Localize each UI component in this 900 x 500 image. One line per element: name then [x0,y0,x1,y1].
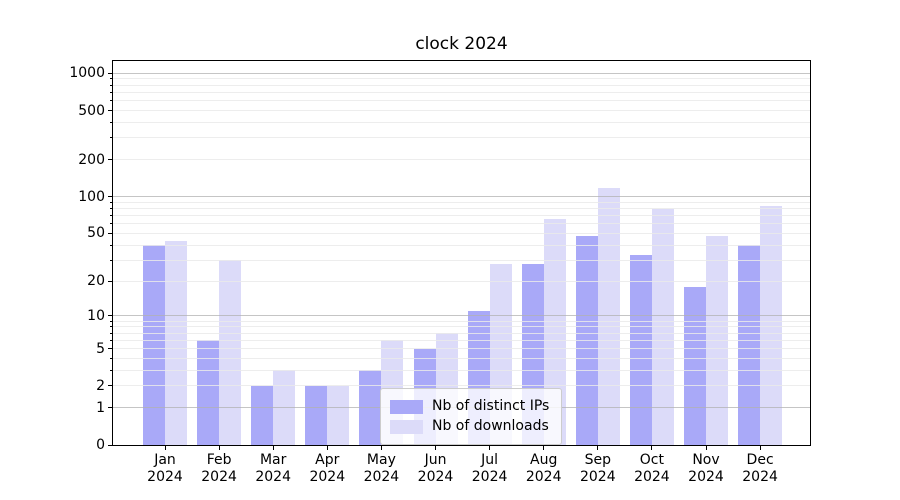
x-tick-mark [219,446,220,450]
minor-gridline [113,245,810,246]
minor-gridline [113,260,810,261]
y-tick-mark [108,445,113,446]
y-minor-tick-mark [110,370,113,371]
y-tick-label: 20 [35,272,105,290]
x-tick-mark [597,446,598,450]
y-minor-tick-mark [110,92,113,93]
x-tick-mark [165,446,166,450]
minor-gridline [113,92,810,93]
minor-gridline [113,233,810,234]
y-tick-label: 5 [35,340,105,358]
minor-gridline [113,370,810,371]
minor-gridline [113,110,810,111]
minor-gridline [113,385,810,386]
y-tick-label: 2 [35,377,105,395]
minor-gridline [113,281,810,282]
minor-gridline [113,100,810,101]
minor-gridline [113,122,810,123]
y-minor-tick-mark [110,245,113,246]
y-minor-tick-mark [110,215,113,216]
y-tick-mark [108,348,113,349]
legend-swatch-distinct-ips [390,400,423,414]
y-minor-tick-mark [110,202,113,203]
y-minor-tick-mark [110,326,113,327]
minor-gridline [113,321,810,322]
chart-figure: clock 2024 Nb of distinct IPs Nb of down… [0,0,900,500]
minor-gridline [113,208,810,209]
minor-gridline [113,202,810,203]
y-minor-tick-mark [110,321,113,322]
y-minor-tick-mark [110,223,113,224]
chart-title: clock 2024 [113,34,810,54]
y-tick-mark [108,385,113,386]
y-tick-label: 50 [35,224,105,242]
y-tick-label: 1000 [35,64,105,82]
y-tick-mark [108,73,113,74]
y-tick-label: 0 [35,436,105,454]
legend-label-downloads: Nb of downloads [432,418,549,435]
y-tick-mark [108,159,113,160]
y-minor-tick-mark [110,208,113,209]
minor-gridline [113,348,810,349]
legend: Nb of distinct IPs Nb of downloads [380,388,562,445]
minor-gridline [113,215,810,216]
x-tick-label-line: 2024 [728,469,792,486]
x-tick-mark [381,446,382,450]
y-tick-label: 1 [35,399,105,417]
y-tick-mark [108,233,113,234]
x-tick-label-line: Dec [728,452,792,469]
x-tick-label: Dec2024 [728,452,792,486]
y-tick-mark [108,281,113,282]
x-tick-mark [651,446,652,450]
x-tick-mark [327,446,328,450]
x-tick-mark [489,446,490,450]
plot-area: Nb of distinct IPs Nb of downloads [112,60,811,446]
x-tick-mark [760,446,761,450]
x-tick-mark [543,446,544,450]
y-minor-tick-mark [110,100,113,101]
minor-gridline [113,358,810,359]
y-minor-tick-mark [110,85,113,86]
y-tick-label: 200 [35,151,105,169]
y-tick-mark [108,110,113,111]
y-minor-tick-mark [110,340,113,341]
legend-swatch-downloads [390,420,423,434]
y-tick-label: 10 [35,307,105,325]
legend-item-distinct-ips: Nb of distinct IPs [390,398,549,415]
minor-gridline [113,137,810,138]
minor-gridline [113,223,810,224]
major-gridline [113,73,810,74]
minor-gridline [113,326,810,327]
y-minor-tick-mark [110,137,113,138]
y-minor-tick-mark [110,260,113,261]
legend-item-downloads: Nb of downloads [390,418,549,435]
legend-label-distinct-ips: Nb of distinct IPs [432,398,549,415]
y-minor-tick-mark [110,333,113,334]
minor-gridline [113,333,810,334]
minor-gridline [113,340,810,341]
major-gridline [113,315,810,316]
y-minor-tick-mark [110,358,113,359]
y-tick-mark [108,407,113,408]
y-minor-tick-mark [110,78,113,79]
x-tick-mark [435,446,436,450]
y-minor-tick-mark [110,122,113,123]
x-tick-mark [706,446,707,450]
y-tick-label: 100 [35,188,105,206]
y-tick-label: 500 [35,102,105,120]
major-gridline [113,196,810,197]
minor-gridline [113,159,810,160]
y-tick-mark [108,315,113,316]
minor-gridline [113,78,810,79]
minor-gridline [113,85,810,86]
y-tick-mark [108,196,113,197]
x-tick-mark [273,446,274,450]
